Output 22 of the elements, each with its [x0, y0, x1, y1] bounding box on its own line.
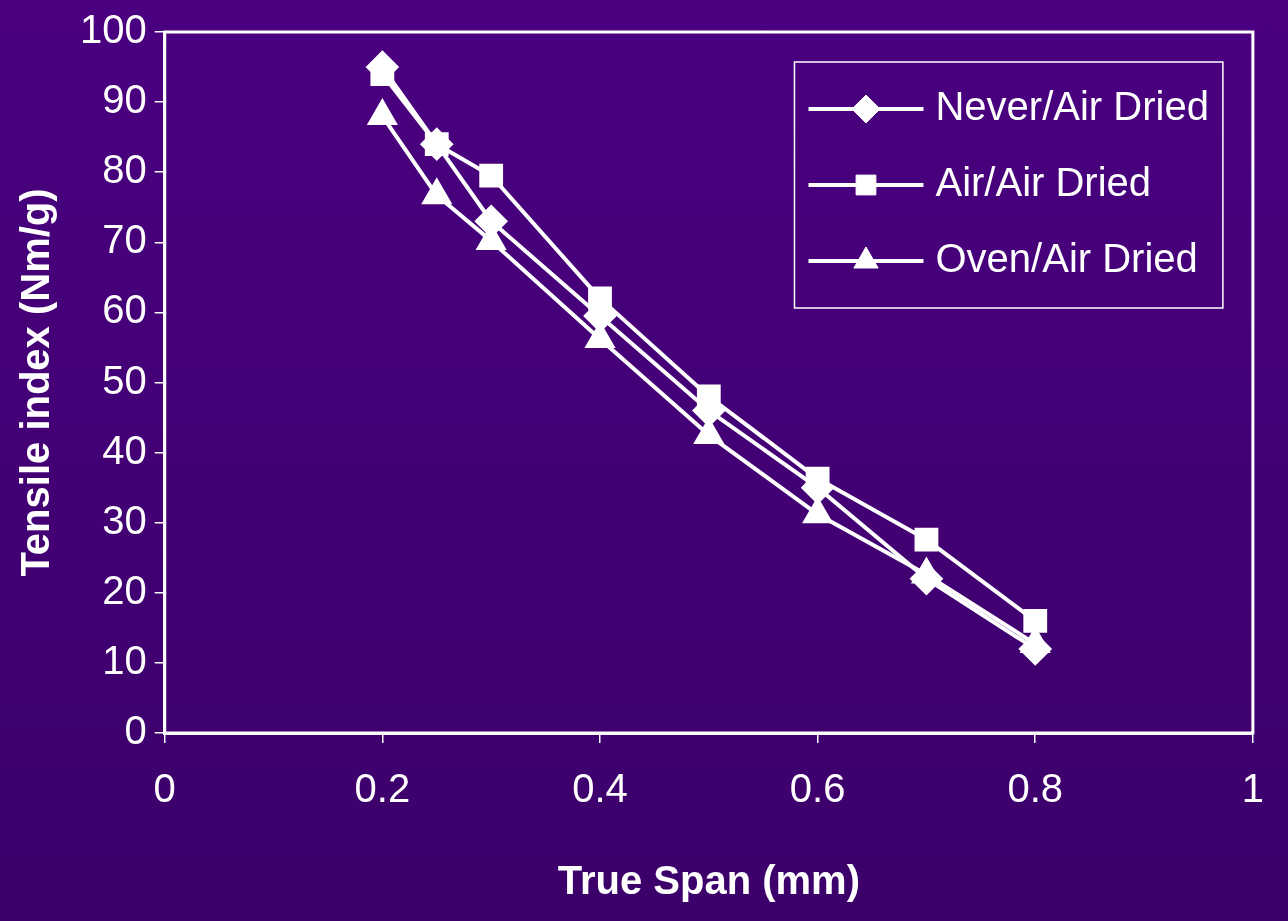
legend-label: Oven/Air Dried: [935, 236, 1198, 281]
y-tick-label: 40: [102, 427, 147, 472]
y-tick-label: 20: [102, 567, 147, 612]
y-tick-label: 90: [102, 77, 147, 122]
y-axis-title: Tensile index (Nm/g): [13, 188, 58, 577]
x-tick-label: 1: [1241, 766, 1264, 811]
y-tick-label: 0: [124, 708, 147, 753]
x-tick-label: 0.8: [1007, 766, 1064, 811]
legend-label: Air/Air Dried: [935, 160, 1152, 205]
x-tick-label: 0.6: [789, 766, 846, 811]
y-tick-label: 70: [102, 217, 147, 262]
x-axis-title: True Span (mm): [557, 858, 860, 903]
x-tick-label: 0: [153, 766, 176, 811]
y-tick-label: 30: [102, 497, 147, 542]
y-tick-label: 80: [102, 147, 147, 192]
y-tick-label: 60: [102, 287, 147, 332]
x-tick-label: 0.4: [572, 766, 628, 811]
y-tick-label: 50: [102, 357, 147, 402]
x-tick-label: 0.2: [354, 766, 411, 811]
y-tick-label: 100: [79, 7, 147, 52]
legend-label: Never/Air Dried: [935, 84, 1209, 129]
y-tick-label: 10: [102, 637, 147, 682]
